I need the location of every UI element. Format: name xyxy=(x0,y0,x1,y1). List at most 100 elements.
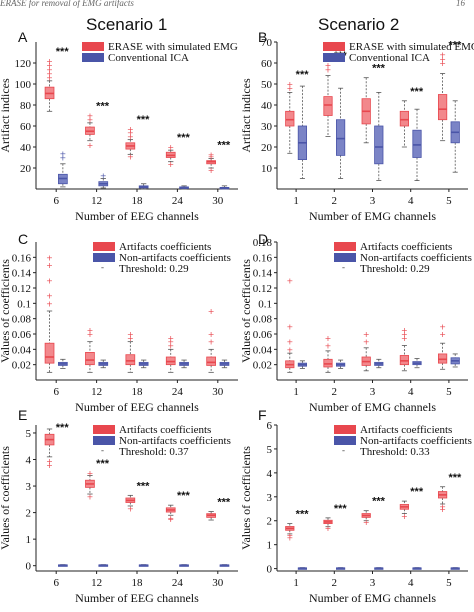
box-blue-30 xyxy=(219,564,230,567)
outlier-point: + xyxy=(60,154,67,163)
outlier-point: + xyxy=(208,330,215,339)
outlier-point: + xyxy=(167,515,174,524)
x-tick-label: 4 xyxy=(408,386,414,398)
legend-swatch xyxy=(323,42,345,51)
box-blue-1 xyxy=(297,567,308,570)
panel-a: A 20 40 60 80 100 120 6 12 18 24 30 Number of EEG ch… xyxy=(0,29,238,223)
box-red-2: ++ xyxy=(323,61,333,137)
outlier-point: + xyxy=(46,70,53,79)
outlier-point: + xyxy=(46,57,53,66)
box-blue-5 xyxy=(450,567,460,570)
box-red-4: +++ xyxy=(399,326,409,372)
outlier-point: + xyxy=(46,261,53,270)
legend-label: Artifacts coefficients xyxy=(360,241,452,253)
box-blue-3 xyxy=(374,567,384,570)
y-tick-label: 0.08 xyxy=(12,314,32,326)
panel-label: B xyxy=(258,29,267,45)
significance-stars: *** xyxy=(410,86,424,98)
legend-label: Non-artifacts coefficients xyxy=(360,252,472,264)
outlier-point: + xyxy=(167,514,174,523)
box-blue-5 xyxy=(450,100,460,173)
box-blue-18 xyxy=(138,359,149,369)
outlier-point: + xyxy=(325,524,332,533)
y-tick-label: 50 xyxy=(261,79,273,91)
box-red-6: +++++ xyxy=(44,57,55,112)
panel-label: E xyxy=(18,407,27,423)
box-blue-4 xyxy=(412,358,422,369)
significance-stars: *** xyxy=(177,490,191,502)
outlier-point: + xyxy=(286,322,293,331)
box-blue-6 xyxy=(58,564,68,567)
y-tick-label: 4 xyxy=(26,455,32,467)
significance-stars: *** xyxy=(96,101,110,113)
outlier-point: + xyxy=(286,80,293,89)
legend-swatch xyxy=(82,42,104,51)
significance-stars: *** xyxy=(137,480,151,492)
significance-stars: *** xyxy=(448,472,462,484)
y-axis-label: Values of coefficients xyxy=(0,259,12,363)
outlier-point: + xyxy=(286,533,293,542)
y-tick-label: 70 xyxy=(261,37,273,49)
x-tick-label: 4 xyxy=(408,577,414,589)
x-tick-label: 6 xyxy=(53,195,59,207)
legend-label: Non-artifacts coefficients xyxy=(360,435,472,447)
outlier-point: + xyxy=(363,518,370,527)
panel-c: C 0.02 0.04 0.06 0.08 0.1 0.12 0.14 0.16 6 12 18 24 3… xyxy=(0,231,238,414)
outlier-point: + xyxy=(46,74,53,83)
box-blue-30 xyxy=(219,185,230,190)
y-tick-label: 0.18 xyxy=(253,237,273,249)
outlier-point: + xyxy=(46,65,53,74)
significance-stars: *** xyxy=(334,503,348,515)
y-tick-label: 1 xyxy=(26,534,32,546)
box-red-1: ++++ xyxy=(285,276,295,373)
outlier-point: + xyxy=(363,330,370,339)
box-red-12: +++ xyxy=(85,112,95,150)
y-tick-label: 2 xyxy=(26,508,32,520)
outlier-point: + xyxy=(439,322,446,331)
box-red-6: +++++ xyxy=(44,253,55,373)
panel-d: D 0.02 0.04 0.06 0.08 0.1 0.12 0.14 0.16 0.18 1 2 3 4… xyxy=(239,231,472,414)
x-tick-label: 24 xyxy=(172,386,184,398)
box-blue-6 xyxy=(58,358,68,369)
outlier-point: + xyxy=(46,299,53,308)
box-red-4 xyxy=(399,100,409,148)
box-red-1: ++ xyxy=(285,80,295,154)
y-tick-label: 3 xyxy=(26,481,32,493)
y-tick-label: 0.1 xyxy=(258,298,272,310)
box-red-12: ++ xyxy=(85,326,95,373)
box-red-18: ++ xyxy=(125,330,136,373)
legend-swatch xyxy=(93,253,115,262)
y-tick-label: 30 xyxy=(261,121,273,133)
x-axis-label: Number of EEG channels xyxy=(75,400,199,414)
panel-label: D xyxy=(258,231,268,247)
box-red-3: + xyxy=(361,510,371,527)
y-tick-label: 5 xyxy=(267,444,273,456)
panel-label: F xyxy=(258,407,267,423)
outlier-point: + xyxy=(439,502,446,511)
y-tick-label: 0.1 xyxy=(17,298,31,310)
outlier-point: + xyxy=(208,166,215,175)
x-axis-label: Number of EMG channels xyxy=(309,400,436,414)
box-red-2: ++ xyxy=(323,334,333,373)
outlier-point: + xyxy=(167,160,174,169)
y-tick-label: 20 xyxy=(20,163,32,175)
legend-swatch xyxy=(93,425,115,434)
outlier-point: + xyxy=(325,342,332,351)
outlier-point: + xyxy=(46,292,53,301)
outlier-point: + xyxy=(46,253,53,262)
outlier-point: + xyxy=(325,61,332,70)
box-red-24: ++ xyxy=(165,143,176,169)
box-red-24: ++ xyxy=(165,504,176,524)
scenario-1-title: Scenario 1 xyxy=(86,15,167,34)
box-red-24: +++ xyxy=(165,334,176,373)
panel-f: F 0 1 2 3 4 5 6 1 2 3 4 5 Number of EMG channels Value… xyxy=(239,407,472,605)
outlier-point: + xyxy=(286,276,293,285)
box-blue-18 xyxy=(138,564,149,567)
outlier-point: + xyxy=(87,326,94,335)
outlier-point: + xyxy=(127,330,134,339)
box-iqr xyxy=(412,129,422,158)
threshold-marker: - xyxy=(342,445,345,455)
box-red-30: +++ xyxy=(206,307,216,373)
outlier-point: + xyxy=(87,330,94,339)
